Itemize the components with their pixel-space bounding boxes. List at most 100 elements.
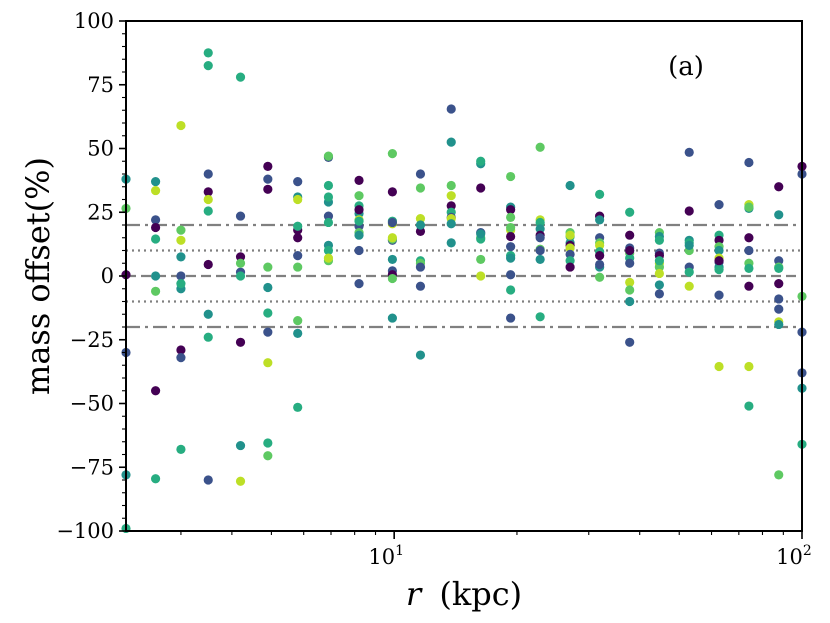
data-point bbox=[744, 157, 754, 168]
data-point bbox=[293, 402, 303, 412]
data-point bbox=[714, 245, 724, 256]
data-point bbox=[625, 258, 635, 268]
y-tick-label: 100 bbox=[74, 9, 114, 33]
data-point bbox=[323, 245, 334, 256]
y-tick-label: 50 bbox=[87, 137, 114, 161]
data-point bbox=[744, 361, 754, 372]
x-axis-unit: (kpc) bbox=[439, 575, 522, 613]
data-point bbox=[354, 216, 364, 226]
data-point bbox=[565, 230, 575, 240]
y-tick-label: 25 bbox=[87, 200, 114, 224]
data-point bbox=[476, 254, 486, 265]
data-point bbox=[293, 262, 303, 272]
data-point bbox=[203, 194, 213, 205]
data-point bbox=[150, 286, 161, 296]
data-point bbox=[446, 180, 456, 191]
data-point bbox=[595, 189, 605, 199]
data-point bbox=[235, 72, 246, 82]
data-point bbox=[774, 294, 784, 304]
y-tick-label: −50 bbox=[70, 392, 114, 416]
data-point bbox=[625, 277, 635, 287]
data-point bbox=[176, 271, 186, 281]
data-point bbox=[263, 184, 273, 194]
data-point bbox=[774, 182, 784, 192]
data-point bbox=[387, 149, 397, 159]
y-tick-label: −75 bbox=[70, 455, 114, 479]
data-point bbox=[387, 187, 397, 197]
data-point bbox=[774, 279, 784, 289]
x-tick-label: 102 bbox=[776, 543, 812, 569]
x-axis-variable: r bbox=[406, 575, 423, 613]
data-point bbox=[714, 265, 724, 275]
data-point bbox=[203, 259, 213, 270]
data-point bbox=[595, 215, 605, 225]
data-point bbox=[774, 319, 784, 330]
data-point bbox=[506, 231, 516, 242]
data-points bbox=[121, 48, 807, 534]
data-point bbox=[203, 61, 213, 71]
data-point bbox=[354, 230, 364, 240]
data-point bbox=[565, 180, 575, 191]
data-point bbox=[774, 263, 784, 273]
data-point bbox=[415, 262, 426, 272]
data-point bbox=[565, 249, 575, 259]
data-point bbox=[595, 272, 605, 282]
data-point bbox=[774, 304, 784, 314]
data-point bbox=[235, 211, 246, 221]
data-point bbox=[714, 235, 724, 245]
data-point bbox=[684, 281, 694, 291]
data-point bbox=[235, 252, 246, 262]
data-point bbox=[387, 217, 397, 228]
y-axis-title: mass offset(%) bbox=[19, 157, 57, 395]
data-point bbox=[565, 262, 575, 272]
data-point bbox=[506, 205, 516, 215]
data-point bbox=[203, 475, 213, 485]
data-point bbox=[446, 201, 456, 211]
data-point bbox=[150, 234, 161, 244]
data-point bbox=[714, 290, 724, 300]
data-point bbox=[176, 345, 186, 355]
data-point bbox=[446, 191, 456, 201]
data-point bbox=[535, 245, 545, 256]
data-point bbox=[506, 285, 516, 295]
data-point bbox=[415, 350, 426, 360]
data-point bbox=[415, 281, 426, 291]
data-point bbox=[293, 194, 303, 205]
data-point bbox=[446, 104, 456, 114]
data-point bbox=[625, 337, 635, 347]
data-point bbox=[535, 254, 545, 265]
data-point bbox=[203, 48, 213, 58]
data-point bbox=[446, 238, 456, 248]
data-point bbox=[506, 171, 516, 182]
data-point bbox=[654, 262, 664, 272]
data-point bbox=[535, 312, 545, 322]
data-point bbox=[263, 438, 273, 448]
data-point bbox=[387, 233, 397, 243]
data-point bbox=[565, 256, 575, 266]
data-point bbox=[354, 245, 364, 256]
y-tick-label: −100 bbox=[56, 519, 114, 543]
data-point bbox=[150, 222, 161, 233]
data-point bbox=[774, 210, 784, 220]
data-point bbox=[595, 251, 605, 261]
data-point bbox=[625, 296, 635, 307]
data-point bbox=[744, 281, 754, 291]
data-point bbox=[293, 328, 303, 338]
panel-label: (a) bbox=[668, 52, 704, 82]
data-point bbox=[565, 243, 575, 253]
data-point bbox=[446, 219, 456, 229]
data-point bbox=[323, 253, 334, 263]
data-point bbox=[323, 151, 334, 161]
data-point bbox=[176, 120, 186, 131]
data-point bbox=[293, 177, 303, 187]
data-point bbox=[293, 316, 303, 326]
data-point bbox=[535, 233, 545, 243]
data-point bbox=[150, 271, 161, 281]
y-tick-label: 0 bbox=[101, 264, 114, 288]
y-tick-label: −25 bbox=[70, 328, 114, 352]
data-point bbox=[506, 313, 516, 323]
data-point bbox=[354, 191, 364, 201]
data-point bbox=[476, 271, 486, 281]
data-point bbox=[203, 309, 213, 319]
